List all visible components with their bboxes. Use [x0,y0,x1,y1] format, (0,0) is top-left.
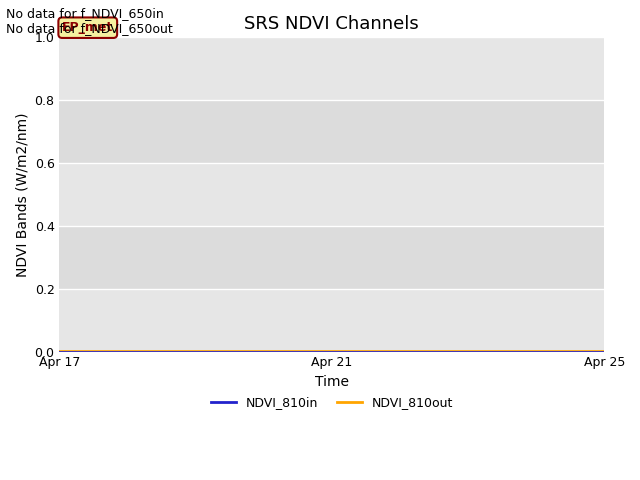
Bar [60,163,604,226]
Bar [60,100,604,163]
X-axis label: Time: Time [315,375,349,389]
Text: EP_met: EP_met [62,21,113,34]
Bar [60,226,604,288]
Bar [60,288,604,351]
Title: SRS NDVI Channels: SRS NDVI Channels [244,15,419,33]
Text: No data for f_NDVI_650in: No data for f_NDVI_650in [6,7,164,20]
Bar [60,37,604,100]
Y-axis label: NDVI Bands (W/m2/nm): NDVI Bands (W/m2/nm) [15,112,29,276]
Text: No data for f_NDVI_650out: No data for f_NDVI_650out [6,22,173,35]
Legend: NDVI_810in, NDVI_810out: NDVI_810in, NDVI_810out [205,391,458,414]
